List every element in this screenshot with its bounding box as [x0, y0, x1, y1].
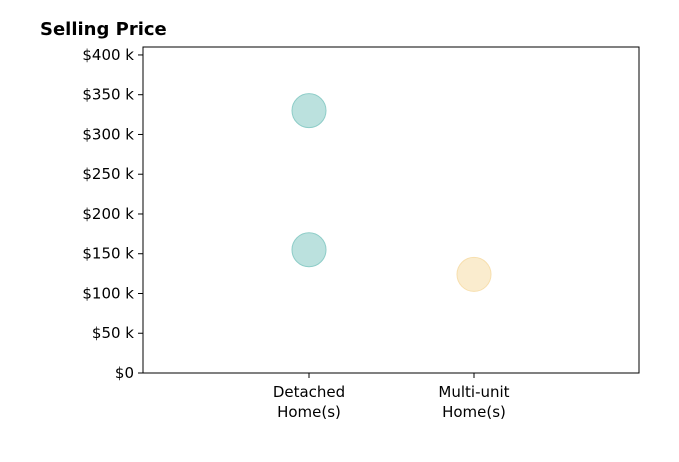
data-point	[291, 232, 327, 268]
x-tick-label: Detached Home(s)	[273, 383, 345, 421]
data-points	[291, 93, 492, 292]
y-tick-label: $0	[115, 364, 134, 382]
y-tick-label: $300 k	[82, 125, 134, 143]
y-tick-label: $400 k	[82, 46, 134, 64]
y-tick-label: $150 k	[82, 245, 134, 263]
x-axis: Detached Home(s) Multi-unit Home(s)	[273, 373, 510, 421]
x-tick-label: Multi-unit Home(s)	[438, 383, 509, 421]
y-tick-label: $250 k	[82, 165, 134, 183]
x-tick-label-line: Multi-unit	[438, 383, 509, 401]
y-axis: $0 $50 k $100 k $150 k $200 k $250 k $300 k $35…	[82, 46, 143, 382]
x-tick-label-line: Home(s)	[277, 403, 341, 421]
data-point	[456, 256, 492, 292]
chart-title: Selling Price	[40, 19, 167, 40]
y-tick-label: $50 k	[92, 324, 134, 342]
y-tick-label: $100 k	[82, 284, 134, 302]
x-tick-label-line: Detached	[273, 383, 345, 401]
y-tick-label: $200 k	[82, 205, 134, 223]
data-point	[291, 93, 327, 129]
y-tick-label: $350 k	[82, 86, 134, 104]
x-tick-label-line: Home(s)	[442, 403, 506, 421]
plot-area	[142, 46, 640, 374]
